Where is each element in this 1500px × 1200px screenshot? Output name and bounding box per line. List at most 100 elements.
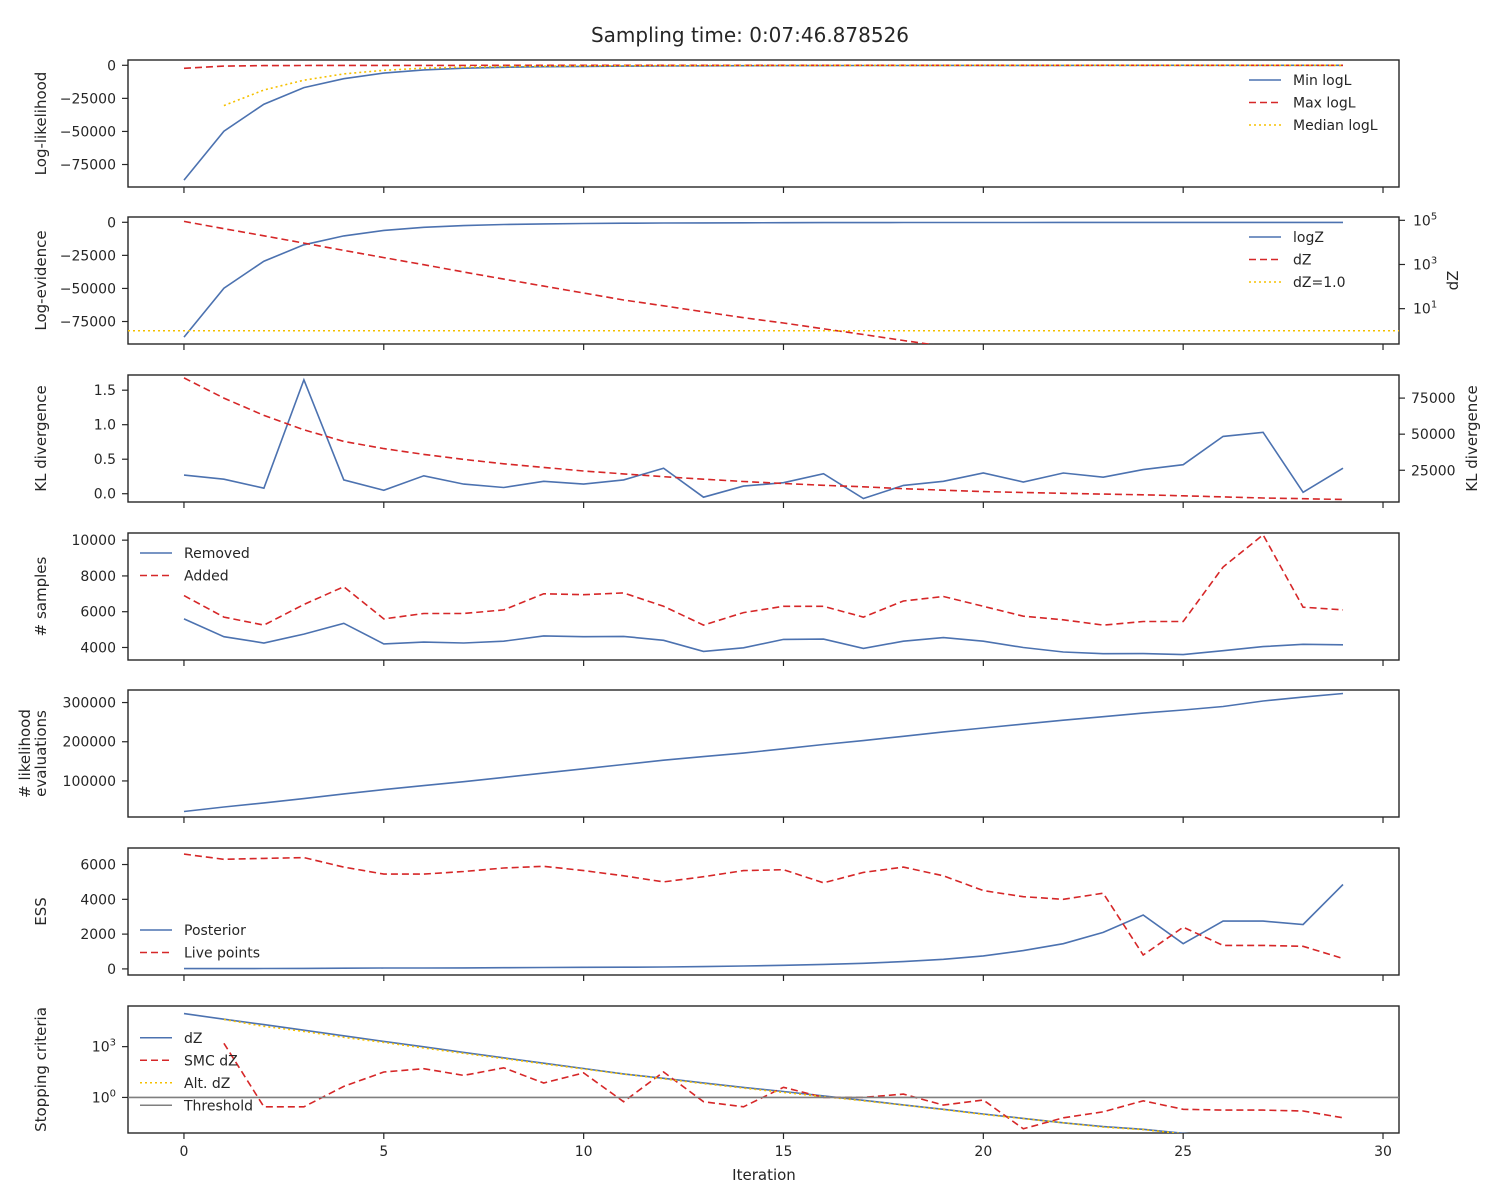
- y-tick-label: 6000: [80, 858, 116, 874]
- axes-frame: [127, 374, 1400, 503]
- y-axis-label: Stopping criteria: [32, 1007, 50, 1132]
- x-axis-label: Iteration: [732, 1166, 796, 1184]
- y-axis-label: # samples: [32, 556, 50, 636]
- legend: Min logL Max logL Median logL: [1249, 73, 1378, 134]
- y2-tick-label: 101: [1413, 300, 1437, 318]
- y-tick-label: 2000: [80, 927, 116, 943]
- added-line: [183, 533, 1344, 626]
- y-tick-label: 0: [107, 58, 116, 74]
- plot-area: [128, 220, 1399, 344]
- y-axis-label: ESS: [32, 897, 50, 926]
- plot-area: [183, 533, 1344, 656]
- y2-tick-label: 75000: [1411, 391, 1456, 407]
- legend: Removed Added: [140, 546, 250, 585]
- median-logl-line: [223, 64, 1343, 107]
- y-axis-label: Log-likelihood: [32, 72, 50, 176]
- x-tick-label: 5: [379, 1144, 388, 1160]
- x-tick-label: 15: [775, 1144, 793, 1160]
- x-tick-label: 30: [1374, 1144, 1392, 1160]
- plot-area: [183, 64, 1343, 181]
- y-tick-label: −50000: [60, 281, 116, 297]
- y-tick-label: 0.5: [94, 452, 116, 468]
- y-axis-label: Log-evidence: [32, 230, 50, 330]
- y2-tick-label: 25000: [1411, 463, 1456, 479]
- y-tick-label: 100000: [63, 774, 116, 790]
- y2-axis-label: dZ: [1444, 271, 1462, 291]
- y-tick-label: 4000: [80, 892, 116, 908]
- x-tick-label: 20: [974, 1144, 992, 1160]
- axes-frame: [127, 216, 1400, 345]
- subplot-4: 4000 6000 8000 10000 # samples Removed Added: [32, 532, 1400, 666]
- legend-label: Alt. dZ: [184, 1076, 230, 1092]
- legend-label: Median logL: [1293, 118, 1378, 134]
- legend: Posterior Live points: [140, 923, 260, 962]
- posterior-line: [184, 883, 1344, 970]
- legend-label: SMC dZ: [184, 1053, 238, 1069]
- y-tick-label: 8000: [80, 569, 116, 585]
- subplot-7: 0 5 10 15 20 25 30 103 100 Stopping criteria dZ SMC…: [32, 1005, 1400, 1160]
- y-tick-label: 6000: [80, 605, 116, 621]
- y-tick-label: 10000: [71, 533, 116, 549]
- logz-line: [183, 221, 1343, 338]
- x-tick-label: 25: [1174, 1144, 1192, 1160]
- legend-label: dZ: [184, 1031, 202, 1047]
- dz-line: [183, 220, 934, 344]
- y-axis-label: # likelihoodevaluations: [16, 709, 50, 798]
- legend-label: dZ: [1293, 253, 1311, 269]
- y2-axis-label: KL divergence: [1463, 385, 1481, 491]
- legend-label: dZ=1.0: [1293, 275, 1345, 291]
- y-tick-label: 4000: [80, 640, 116, 656]
- legend-label: Posterior: [184, 923, 246, 939]
- plot-area: [183, 692, 1344, 813]
- legend-label: Min logL: [1293, 73, 1352, 89]
- legend: logZ dZ dZ=1.0: [1249, 230, 1345, 291]
- live-points-line: [183, 853, 1344, 960]
- y-tick-label: 103: [92, 1038, 116, 1056]
- y2-tick-label: 105: [1413, 211, 1437, 229]
- y-tick-label: −75000: [60, 158, 116, 174]
- y-tick-label: 300000: [63, 696, 116, 712]
- y-tick-label: 200000: [63, 735, 116, 751]
- min-logl-line: [183, 64, 1343, 181]
- legend-label: Added: [184, 569, 229, 585]
- plot-area: [128, 1012, 1399, 1133]
- legend-label: Removed: [184, 546, 250, 562]
- axes-frame: [127, 1005, 1400, 1134]
- removed-line: [183, 618, 1344, 656]
- y-tick-label: 100: [92, 1088, 116, 1106]
- series-1-line: [183, 377, 1344, 500]
- axes-frame: [127, 847, 1400, 976]
- legend: dZ SMC dZ Alt. dZ Threshold: [140, 1031, 253, 1114]
- y-tick-label: 0: [107, 962, 116, 978]
- plot-area: [183, 853, 1344, 970]
- y-tick-label: −25000: [60, 248, 116, 264]
- y-tick-label: 1.5: [94, 383, 116, 399]
- axes-frame: [127, 532, 1400, 661]
- alt-dz-line: [223, 1018, 1184, 1133]
- x-tick-label: 0: [179, 1144, 188, 1160]
- subplot-2: 0 −25000 −50000 −75000 Log-evidence 105 103 101…: [32, 211, 1462, 350]
- y-tick-label: 0.0: [94, 487, 116, 503]
- legend-label: Threshold: [183, 1098, 253, 1114]
- y2-tick-label: 50000: [1411, 427, 1456, 443]
- smc-dz-line: [223, 1042, 1344, 1130]
- y-tick-label: 0: [107, 215, 116, 231]
- y-axis-label: KL divergence: [32, 385, 50, 491]
- subplot-1: 0 −25000 −50000 −75000 Log-likelihood Min log…: [32, 58, 1400, 193]
- y2-tick-label: 103: [1413, 255, 1437, 273]
- subplot-6: 0 2000 4000 6000 ESS Posterior Live points: [32, 847, 1400, 981]
- legend-label: logZ: [1293, 230, 1324, 246]
- subplot-3: 0.0 0.5 1.0 1.5 KL divergence 25000 50000 75000…: [32, 374, 1481, 508]
- legend-label: Max logL: [1293, 96, 1356, 112]
- y-tick-label: −25000: [60, 91, 116, 107]
- y-tick-label: 1.0: [94, 418, 116, 434]
- legend-label: Live points: [184, 946, 260, 962]
- series-1-line: [183, 692, 1344, 813]
- figure-title: Sampling time: 0:07:46.878526: [591, 23, 909, 47]
- y-tick-label: −50000: [60, 124, 116, 140]
- x-tick-label: 10: [575, 1144, 593, 1160]
- max-logl-line: [183, 64, 1343, 70]
- subplots: 0 −25000 −50000 −75000 Log-likelihood Min log…: [16, 58, 1481, 1160]
- axes-frame: [127, 59, 1400, 188]
